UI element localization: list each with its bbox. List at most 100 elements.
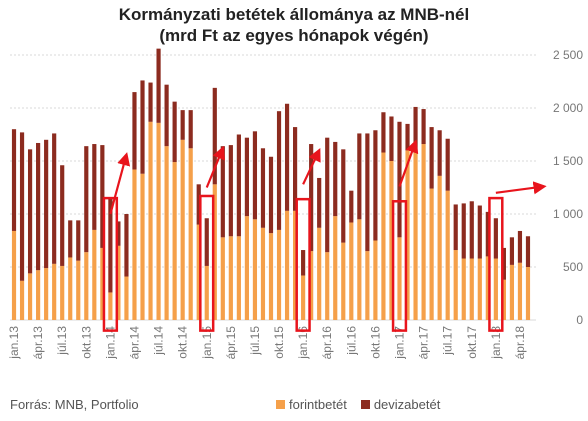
- bar-forintbetet: [148, 121, 153, 320]
- bar-forintbetet: [437, 175, 442, 320]
- bar-forintbetet: [461, 258, 466, 320]
- bar-forintbetet: [188, 148, 193, 320]
- bar-devizabetet: [172, 101, 177, 163]
- x-tick-label: ápr.18: [513, 326, 527, 360]
- legend-item-deviza: devizabetét: [360, 397, 440, 412]
- y-tick-label: 500: [563, 260, 583, 274]
- bar-devizabetet: [108, 198, 113, 293]
- bar-devizabetet: [477, 205, 482, 259]
- bar-devizabetet: [156, 48, 161, 123]
- bar-forintbetet: [220, 237, 225, 320]
- bar-forintbetet: [140, 173, 145, 320]
- bar-devizabetet: [284, 103, 290, 211]
- y-tick-label: 2 000: [553, 101, 583, 115]
- bar-forintbetet: [212, 184, 217, 320]
- bar-devizabetet: [325, 137, 330, 253]
- bar-devizabetet: [429, 127, 434, 189]
- bar-forintbetet: [11, 230, 17, 320]
- bar-devizabetet: [381, 112, 386, 153]
- bar-devizabetet: [100, 145, 105, 248]
- bar-devizabetet: [293, 127, 298, 211]
- trend-arrow: [302, 148, 321, 185]
- bar-devizabetet: [164, 84, 169, 147]
- highlight-box: [102, 196, 119, 332]
- x-tick-label: júl.13: [55, 326, 69, 356]
- bar-devizabetet: [196, 184, 201, 225]
- title-line-2: (mrd Ft az egyes hónapok végén): [159, 26, 429, 45]
- bar-devizabetet: [389, 116, 394, 161]
- highlight-box: [391, 200, 408, 332]
- bar-forintbetet: [357, 219, 362, 320]
- bar-devizabetet: [357, 133, 362, 220]
- bar-devizabetet: [19, 132, 25, 281]
- bar-devizabetet: [461, 203, 466, 259]
- x-tick-label: júl.14: [152, 326, 166, 356]
- legend-item-forint: forintbetét: [276, 397, 347, 412]
- bar-forintbetet: [44, 268, 49, 320]
- highlight-box: [295, 197, 311, 332]
- bar-devizabetet: [268, 156, 274, 234]
- bar-devizabetet: [317, 177, 322, 228]
- trend-arrow: [205, 145, 225, 188]
- bar-devizabetet: [485, 211, 490, 257]
- y-tick-label: 1 000: [553, 207, 583, 221]
- bar-devizabetet: [220, 146, 225, 238]
- bar-forintbetet: [477, 258, 482, 320]
- bar-forintbetet: [341, 242, 346, 320]
- bar-devizabetet: [124, 214, 129, 277]
- bar-devizabetet: [36, 142, 41, 271]
- bar-forintbetet: [124, 276, 129, 320]
- bar-forintbetet: [228, 236, 233, 320]
- x-tick-label: jan.13: [7, 326, 21, 360]
- x-tick-label: okt.13: [79, 326, 93, 359]
- bar-devizabetet: [52, 133, 57, 264]
- bar-devizabetet: [27, 149, 33, 274]
- trend-arrow: [109, 152, 131, 215]
- bar-devizabetet: [84, 146, 89, 253]
- bar-forintbetet: [180, 139, 185, 320]
- x-tick-label: jan.15: [200, 326, 214, 360]
- bar-forintbetet: [501, 279, 506, 320]
- bar-forintbetet: [196, 224, 201, 320]
- bar-forintbetet: [517, 262, 523, 320]
- bar-devizabetet: [333, 141, 338, 217]
- bar-devizabetet: [148, 82, 153, 122]
- bar-forintbetet: [260, 227, 266, 320]
- bar-forintbetet: [27, 273, 33, 320]
- x-tick-label: ápr.16: [320, 326, 334, 360]
- bar-devizabetet: [60, 165, 65, 266]
- bar-forintbetet: [100, 247, 105, 320]
- bar-devizabetet: [493, 218, 498, 259]
- chart-title: Kormányzati betétek állománya az MNB-nél…: [0, 4, 588, 46]
- source-note: Forrás: MNB, Portfolio: [10, 397, 139, 412]
- bar-devizabetet: [180, 110, 185, 140]
- x-tick-label: júl.15: [248, 326, 262, 356]
- x-tick-label: okt.17: [465, 326, 479, 359]
- highlight-box: [199, 194, 215, 332]
- bar-devizabetet: [204, 218, 209, 266]
- bar-devizabetet: [140, 80, 145, 174]
- bar-forintbetet: [156, 122, 161, 320]
- bar-devizabetet: [437, 130, 442, 176]
- x-tick-label: okt.16: [368, 326, 382, 359]
- bar-devizabetet: [453, 204, 458, 251]
- bar-devizabetet: [236, 134, 241, 237]
- x-tick-label: jan.17: [392, 326, 406, 360]
- y-tick-label: 1 500: [553, 154, 583, 168]
- legend: forintbetét devizabetét: [276, 397, 454, 412]
- bar-devizabetet: [76, 220, 81, 261]
- legend-label-forint: forintbetét: [289, 397, 347, 412]
- bar-forintbetet: [485, 256, 490, 320]
- bar-forintbetet: [493, 258, 498, 320]
- bar-forintbetet: [301, 275, 306, 320]
- bar-devizabetet: [525, 236, 531, 267]
- bar-devizabetet: [11, 129, 17, 231]
- x-tick-label: ápr.15: [224, 326, 238, 360]
- bar-devizabetet: [44, 139, 49, 269]
- bar-devizabetet: [469, 201, 474, 259]
- bar-devizabetet: [501, 247, 506, 280]
- bar-devizabetet: [228, 145, 233, 237]
- bar-forintbetet: [333, 216, 338, 320]
- bar-forintbetet: [252, 219, 258, 320]
- bar-forintbetet: [373, 240, 378, 320]
